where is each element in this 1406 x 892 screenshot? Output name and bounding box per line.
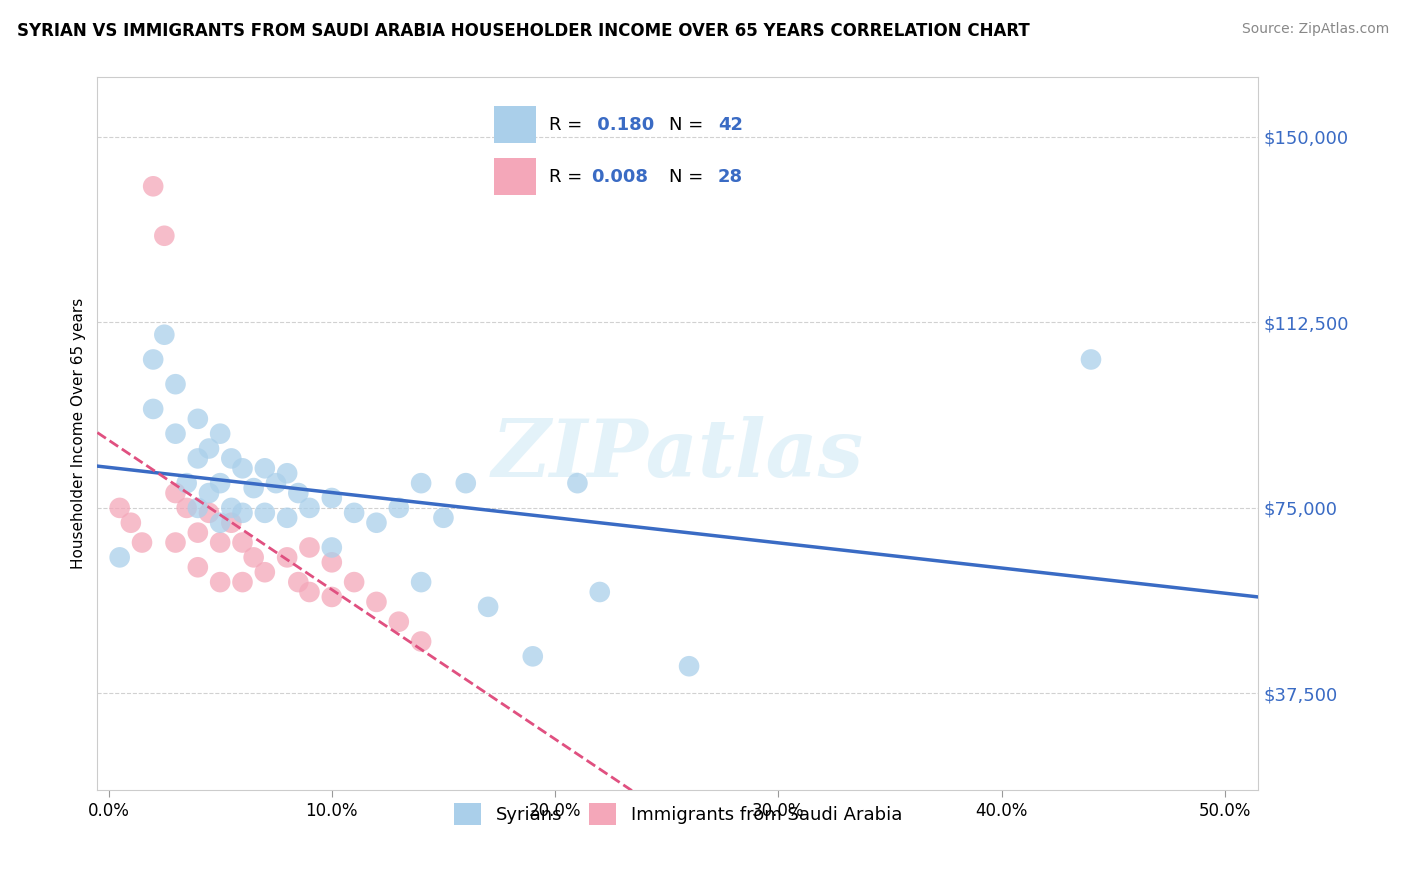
- Point: [411, 476, 433, 491]
- Point: [343, 575, 366, 590]
- Point: [209, 516, 232, 530]
- Text: ZIPatlas: ZIPatlas: [492, 417, 863, 494]
- Y-axis label: Householder Income Over 65 years: Householder Income Over 65 years: [72, 298, 86, 569]
- Point: [165, 486, 187, 500]
- Point: [221, 451, 243, 466]
- Point: [242, 481, 264, 495]
- Point: [253, 461, 276, 475]
- Point: [454, 476, 477, 491]
- Point: [1080, 352, 1102, 367]
- Point: [253, 506, 276, 520]
- Point: [153, 228, 176, 243]
- Point: [187, 525, 209, 540]
- Point: [253, 565, 276, 579]
- Point: [366, 595, 388, 609]
- Point: [287, 486, 309, 500]
- Point: [411, 634, 433, 648]
- Point: [231, 461, 253, 475]
- Point: [187, 500, 209, 515]
- Point: [411, 575, 433, 590]
- Point: [198, 486, 221, 500]
- Point: [198, 506, 221, 520]
- Point: [477, 599, 499, 614]
- Point: [432, 510, 454, 524]
- Point: [287, 575, 309, 590]
- Point: [589, 585, 612, 599]
- Point: [321, 491, 343, 505]
- Point: [264, 476, 287, 491]
- Point: [388, 615, 411, 629]
- Point: [221, 500, 243, 515]
- Point: [187, 451, 209, 466]
- Point: [366, 516, 388, 530]
- Point: [276, 550, 298, 565]
- Point: [298, 541, 321, 555]
- Point: [187, 560, 209, 574]
- Point: [142, 179, 165, 194]
- Point: [176, 476, 198, 491]
- Point: [388, 500, 411, 515]
- Point: [231, 506, 253, 520]
- Point: [108, 500, 131, 515]
- Point: [298, 585, 321, 599]
- Point: [242, 550, 264, 565]
- Legend: Syrians, Immigrants from Saudi Arabia: Syrians, Immigrants from Saudi Arabia: [444, 794, 911, 834]
- Point: [198, 442, 221, 456]
- Point: [142, 352, 165, 367]
- Point: [298, 500, 321, 515]
- Point: [321, 541, 343, 555]
- Point: [153, 327, 176, 342]
- Text: Source: ZipAtlas.com: Source: ZipAtlas.com: [1241, 22, 1389, 37]
- Point: [209, 476, 232, 491]
- Point: [165, 377, 187, 392]
- Point: [231, 535, 253, 549]
- Point: [142, 401, 165, 416]
- Point: [522, 649, 544, 664]
- Point: [231, 575, 253, 590]
- Point: [187, 412, 209, 426]
- Point: [108, 550, 131, 565]
- Point: [567, 476, 589, 491]
- Point: [343, 506, 366, 520]
- Point: [321, 590, 343, 604]
- Point: [678, 659, 700, 673]
- Point: [221, 516, 243, 530]
- Point: [131, 535, 153, 549]
- Text: SYRIAN VS IMMIGRANTS FROM SAUDI ARABIA HOUSEHOLDER INCOME OVER 65 YEARS CORRELAT: SYRIAN VS IMMIGRANTS FROM SAUDI ARABIA H…: [17, 22, 1029, 40]
- Point: [276, 510, 298, 524]
- Point: [276, 467, 298, 481]
- Point: [209, 535, 232, 549]
- Point: [209, 426, 232, 441]
- Point: [120, 516, 142, 530]
- Point: [176, 500, 198, 515]
- Point: [165, 535, 187, 549]
- Point: [321, 555, 343, 569]
- Point: [165, 426, 187, 441]
- Point: [209, 575, 232, 590]
